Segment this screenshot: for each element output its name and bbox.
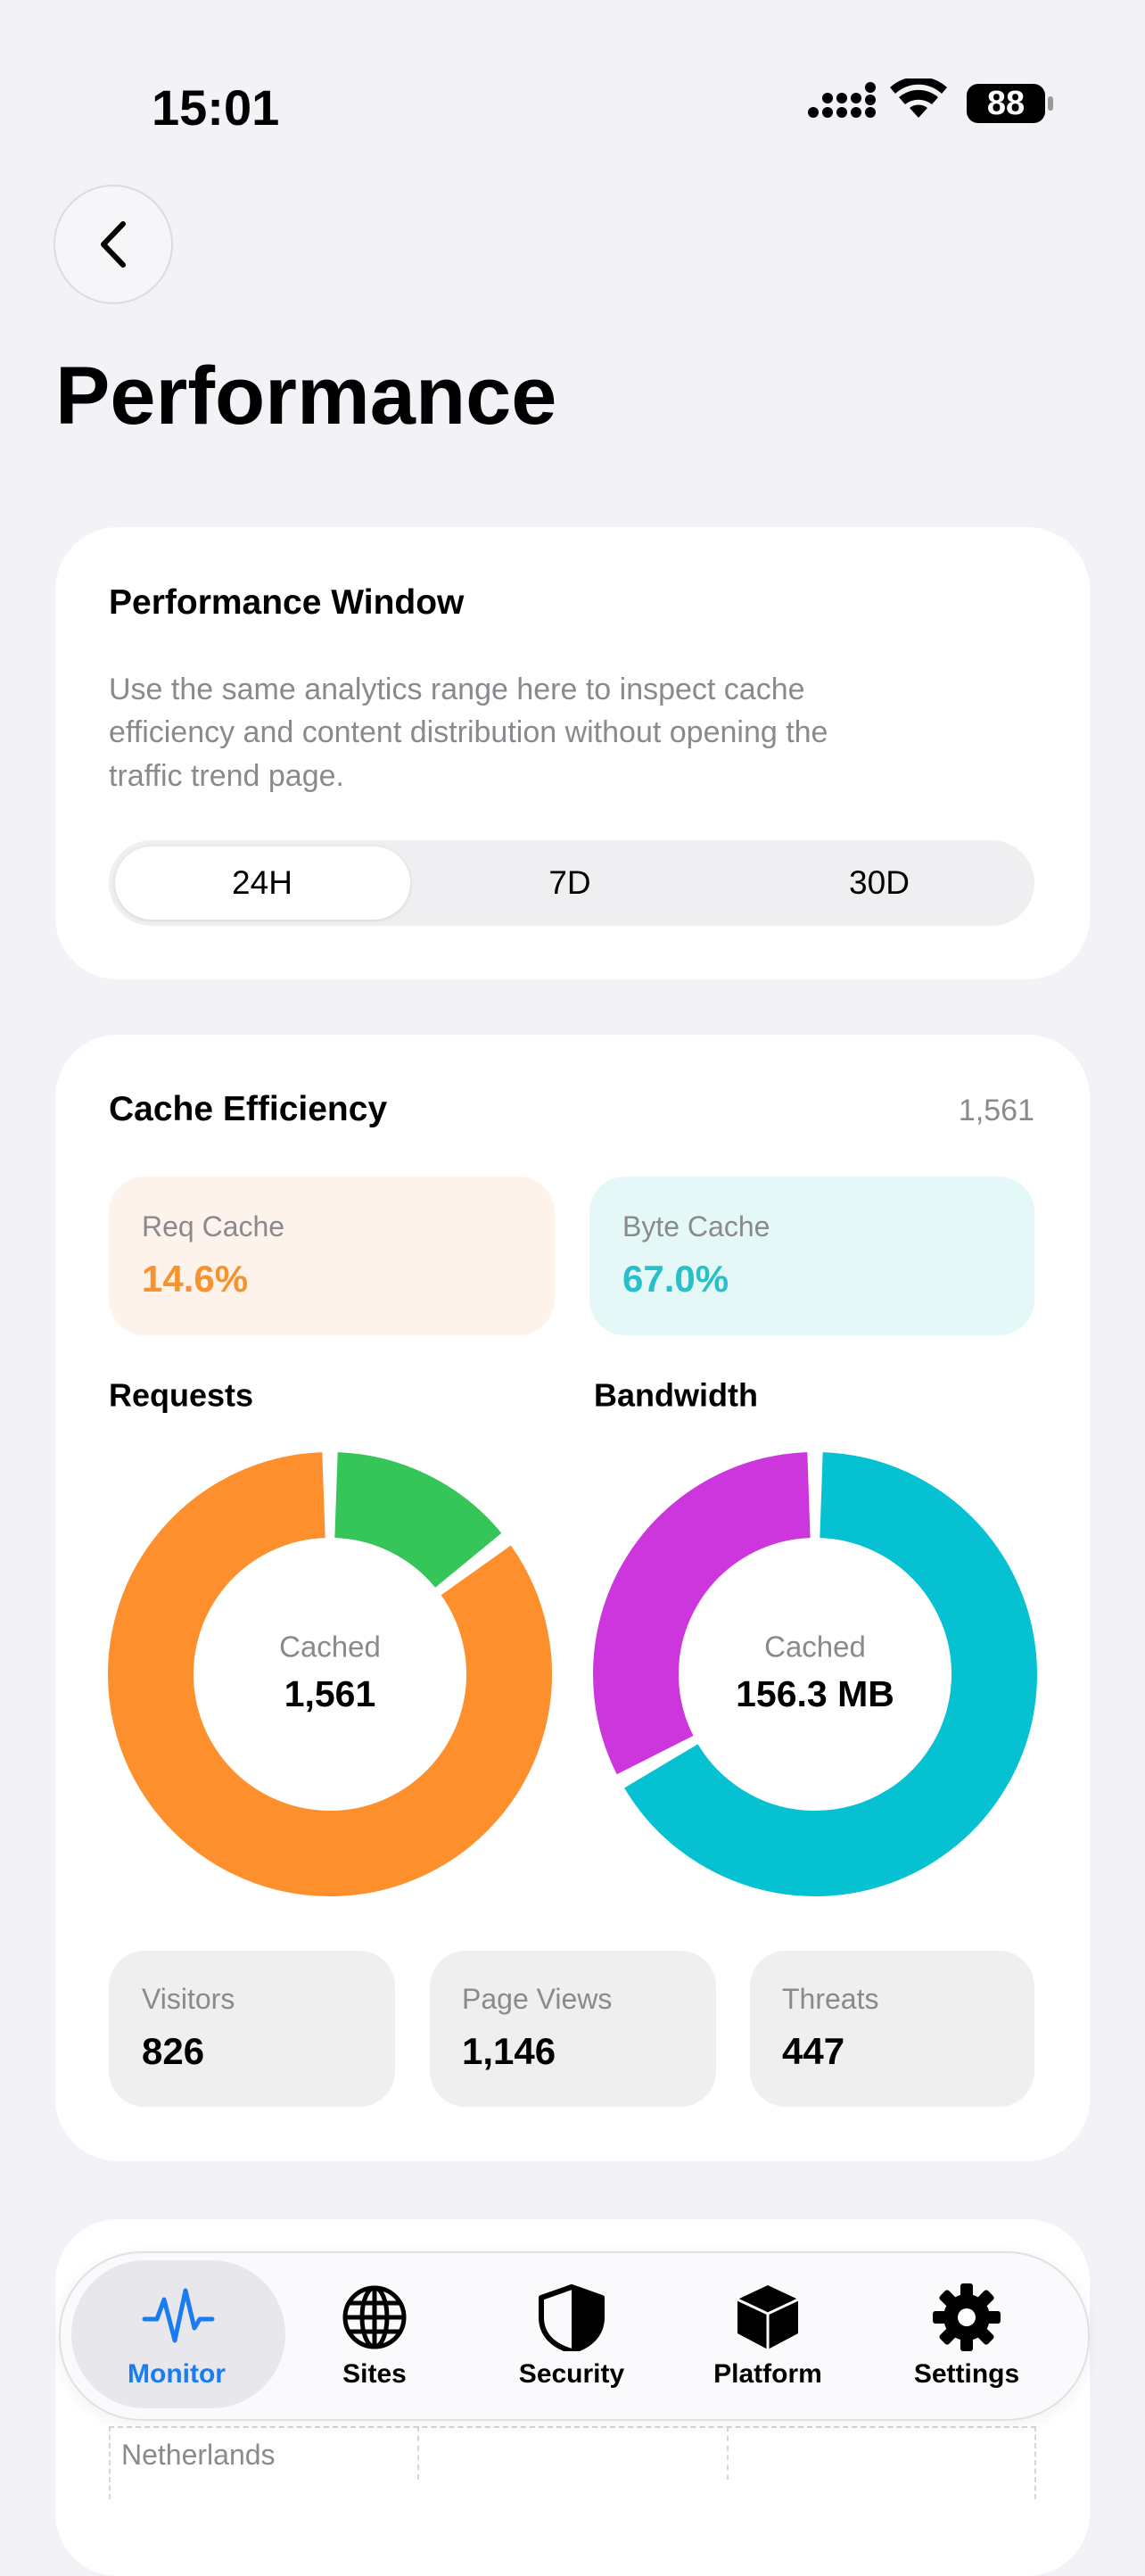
selected-segment[interactable]	[115, 846, 410, 920]
segment-option[interactable]: 7D	[548, 864, 591, 901]
stat-label: Page Views	[462, 1983, 613, 2015]
stat-label: Visitors	[142, 1983, 235, 2015]
center-label: Cached	[764, 1631, 866, 1664]
segment-option[interactable]: 24H	[232, 864, 292, 901]
donut-segment	[334, 1452, 502, 1589]
metric-label: Req Cache	[142, 1210, 285, 1243]
tab-label[interactable]: Platform	[713, 2359, 822, 2389]
status-time: 15:01	[152, 79, 280, 136]
tab-label[interactable]: Security	[518, 2359, 625, 2389]
metric-value: 14.6%	[142, 1258, 249, 1300]
stat-box	[750, 1951, 1034, 2107]
table	[109, 2426, 1036, 2499]
center-value: 156.3 MB	[736, 1673, 894, 1714]
stat-value: 826	[142, 2030, 205, 2072]
chart-title: Bandwidth	[594, 1377, 758, 1414]
description-line: traffic trend page.	[109, 759, 344, 793]
card-title: Performance Window	[109, 583, 465, 622]
tab-icons	[142, 2283, 1001, 2351]
tab-label[interactable]: Sites	[342, 2359, 407, 2389]
donut-charts: Requests Cached 1,561 Bandwidth Cached 156.3 …	[108, 1377, 1037, 1896]
status-icons: 88	[808, 78, 1053, 123]
tab-label[interactable]: Settings	[913, 2359, 1020, 2389]
stat-label: Threats	[782, 1983, 879, 2015]
screen: 15:01 88 Performance Performance Window …	[52, 78, 1090, 2576]
tab-label[interactable]: Monitor	[128, 2359, 226, 2389]
metric-value: 67.0%	[622, 1258, 729, 1300]
card-total: 1,561	[958, 1094, 1034, 1127]
center-label: Cached	[279, 1631, 381, 1664]
description-line: efficiency and content distribution with…	[109, 715, 828, 749]
table-cell: Netherlands	[121, 2439, 276, 2471]
metric-label: Byte Cache	[622, 1210, 770, 1243]
table-divider	[727, 2426, 729, 2480]
stat-value: 447	[782, 2030, 845, 2072]
center-value: 1,561	[284, 1673, 376, 1714]
donut-segment	[108, 1452, 552, 1896]
table-divider	[417, 2426, 419, 2480]
donut-segment	[593, 1452, 811, 1775]
card-title: Cache Efficiency	[109, 1090, 388, 1128]
description-line: Use the same analytics range here to ins…	[109, 673, 805, 706]
donut-segment	[624, 1452, 1037, 1896]
byte-cache-box	[589, 1177, 1034, 1335]
stat-box	[109, 1951, 395, 2107]
stat-box	[430, 1951, 716, 2107]
chart-title: Requests	[109, 1377, 253, 1414]
req-cache-box	[109, 1177, 555, 1335]
stat-value: 1,146	[462, 2030, 556, 2072]
page-title: Performance	[55, 351, 557, 442]
back-button[interactable]	[52, 183, 177, 308]
segment-option[interactable]: 30D	[849, 864, 910, 901]
battery-level: 88	[987, 85, 1025, 122]
